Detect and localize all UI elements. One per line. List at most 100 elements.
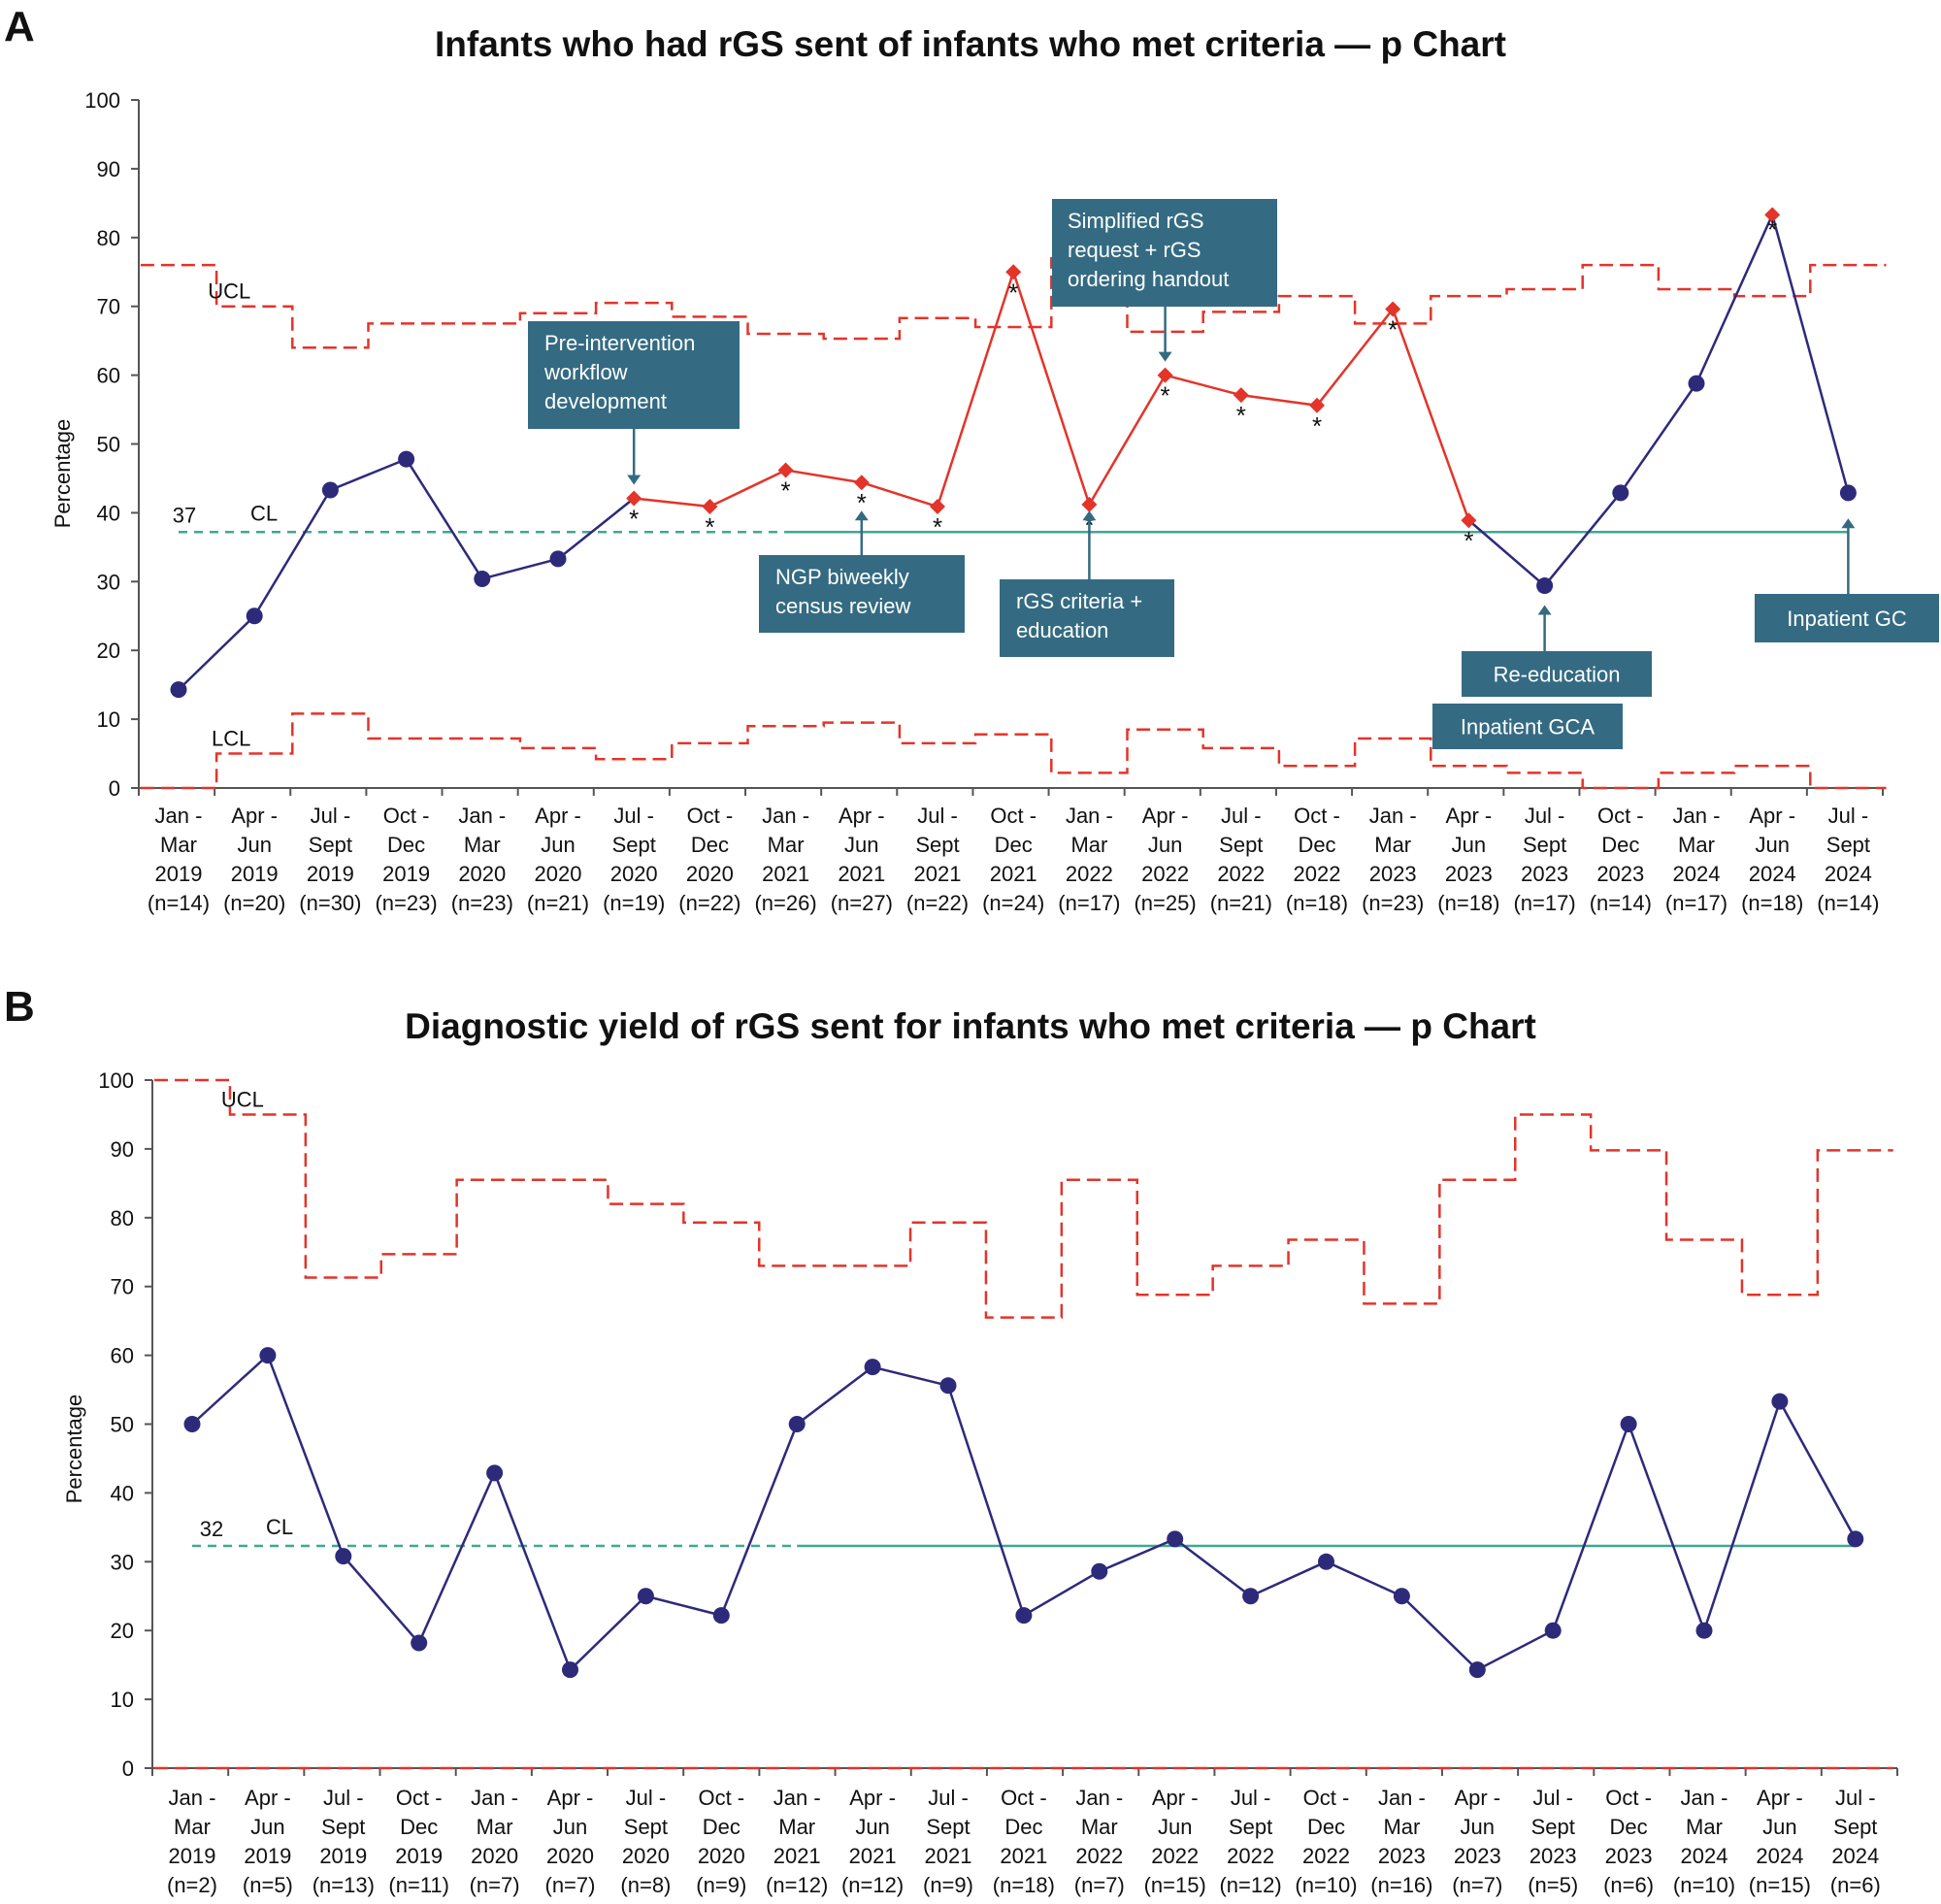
chart-b-x-tick-label: 2023 — [1454, 1844, 1501, 1868]
annotation-pre-intervention-text: workflow — [543, 360, 628, 384]
annotation-simplified-rgs-box — [1052, 199, 1277, 307]
annotation-pre-intervention-arrowhead — [627, 475, 642, 485]
chart-a-x-tick-label: (n=17) — [1665, 891, 1727, 915]
chart-a-x-tick-label: Jun — [1452, 833, 1486, 857]
annotation-simplified-rgs-text: request + rGS — [1068, 238, 1201, 262]
chart-a-data-point-signal — [626, 490, 642, 507]
chart-a-x-tick-label: Jan - — [762, 804, 809, 828]
chart-a-series-segment — [1770, 214, 1850, 494]
chart-a-series-segment — [861, 481, 938, 509]
chart-b-x-tick-label: (n=12) — [841, 1873, 904, 1897]
chart-b-series-segment — [1476, 1629, 1554, 1671]
chart-a-x-tick-label: (n=14) — [1590, 891, 1652, 915]
chart-b-x-tick-label: Jan - — [169, 1786, 216, 1810]
chart-a-x-tick-label: (n=21) — [527, 891, 589, 915]
chart-b-series-segment — [720, 1424, 799, 1617]
chart-a-data-point-signal — [1081, 496, 1098, 512]
chart-b-data-point — [864, 1359, 881, 1376]
chart-a-y-tick-label: 0 — [109, 776, 120, 801]
chart-b-x-tick-label: Apr - — [1454, 1786, 1500, 1810]
chart-a-x-tick-label: Jul - — [1221, 804, 1262, 828]
chart-a-plot: 0 10 20 30 40 50 60 70 80 90 100 Jan - Mar 2019 (n=14)… — [84, 88, 1939, 915]
chart-a-x-tick-label: 2021 — [914, 862, 962, 886]
chart-a-lcl-line — [140, 712, 1887, 790]
chart-a-x-tick-label: Apr - — [1446, 804, 1493, 828]
chart-b-data-point — [788, 1416, 806, 1432]
chart-b-x-tick-label: Dec — [1610, 1815, 1648, 1839]
chart-b-y-tick-label: 10 — [111, 1688, 134, 1712]
chart-b-y-tick-label: 80 — [111, 1206, 134, 1231]
chart-a-x-tick-label: 2022 — [1141, 862, 1189, 886]
chart-a-x-tick-label: Oct - — [383, 804, 430, 828]
chart-a-x-tick-label: Sept — [1219, 833, 1263, 857]
chart-b-ucl-label: UCL — [221, 1087, 264, 1111]
chart-b-data-point — [1468, 1661, 1486, 1679]
chart-a-ucl-line — [140, 256, 1887, 349]
chart-b-x-tick-label: Jan - — [1378, 1786, 1426, 1810]
chart-a-series-segment — [481, 557, 559, 580]
chart-a-x-tick-label: Jan - — [1673, 804, 1721, 828]
chart-b-x-tick-label: Jul - — [1532, 1786, 1573, 1810]
chart-a-signal-star: * — [1312, 411, 1322, 441]
chart-a-x-tick-label: (n=14) — [148, 891, 210, 915]
chart-a-data-point — [1612, 484, 1629, 502]
annotation-simplified-rgs-arrowhead — [1158, 351, 1172, 362]
chart-b-series-segment — [946, 1385, 1026, 1616]
chart-a-signal-star: * — [1161, 381, 1170, 410]
chart-a-x-tick-label: Jan - — [155, 804, 203, 828]
chart-b-x-tick-label: Oct - — [396, 1786, 443, 1810]
chart-b-x-tick-label: (n=9) — [696, 1873, 746, 1897]
chart-b-x-tick-label: 2022 — [1227, 1844, 1274, 1868]
chart-a-x-tick-label: 2019 — [231, 862, 279, 886]
chart-a-x-tick-label: (n=23) — [1362, 891, 1424, 915]
chart-a-x-tick-label: (n=19) — [603, 891, 665, 915]
chart-b-x-tick-label: Mar — [1686, 1815, 1723, 1839]
chart-a-x-tick-label: Dec — [995, 833, 1033, 857]
chart-a-x-tick-label: (n=18) — [1286, 891, 1348, 915]
chart-b-y-tick-label: 20 — [111, 1619, 134, 1643]
chart-b-x-tick-label: Jan - — [773, 1786, 821, 1810]
chart-b-data-point — [562, 1661, 578, 1679]
chart-a-x-tick-label: Mar — [1678, 833, 1715, 857]
chart-b-x-tick-label: (n=12) — [1219, 1873, 1281, 1897]
chart-b-x-tick-label: Oct - — [1303, 1786, 1350, 1810]
chart-a-x-tick-label: (n=22) — [906, 891, 969, 915]
chart-a-title: Infants who had rGS sent of infants who … — [435, 24, 1506, 64]
chart-a-series-segment — [1392, 309, 1470, 521]
chart-b-series-segment — [266, 1355, 345, 1558]
panel-letter-a: A — [4, 3, 35, 50]
annotation-pre-intervention-box — [528, 321, 740, 429]
chart-a-data-point — [398, 450, 415, 468]
chart-a-y-tick-label: 80 — [97, 226, 120, 250]
chart-a-series-segment — [1543, 492, 1622, 587]
chart-b-plot: 0 10 20 30 40 50 60 70 80 90 100 Jan - Mar 2019 (n=2) A… — [98, 1068, 1898, 1897]
chart-a-y-tick-label: 20 — [97, 639, 120, 663]
chart-b-x-tick-label: 2020 — [546, 1844, 594, 1868]
chart-a-x-tick-label: (n=21) — [1210, 891, 1272, 915]
chart-b-x-tick-label: (n=7) — [545, 1873, 596, 1897]
chart-a-x-tick-label: 2024 — [1749, 862, 1796, 886]
chart-a-series-segment — [1012, 271, 1091, 506]
chart-a-x-tick-label: Mar — [768, 833, 805, 857]
chart-a-signal-star: * — [857, 488, 867, 517]
chart-a-x-tick-label: Apr - — [535, 804, 581, 828]
chart-b-series-segment — [872, 1365, 949, 1388]
chart-b-series-segment — [1099, 1537, 1176, 1573]
chart-a-x-tick-label: Oct - — [1294, 804, 1340, 828]
annotation-inpatient-gc-arrowhead — [1841, 518, 1856, 529]
chart-a-data-point-signal — [1309, 397, 1325, 413]
chart-b-x-tick-label: (n=11) — [388, 1873, 449, 1897]
chart-a-x-tick-label: Jul - — [1828, 804, 1869, 828]
chart-b-x-tick-label: Jun — [1461, 1815, 1495, 1839]
chart-a-cl-value-label: 37 — [173, 503, 196, 527]
chart-b-data-point — [335, 1548, 352, 1565]
chart-a-y-axis-label: Percentage — [50, 419, 75, 529]
chart-a-signal-star: * — [1464, 526, 1473, 555]
chart-b-x-tick-label: 2021 — [925, 1844, 972, 1868]
chart-b-series-segment — [1627, 1424, 1706, 1631]
chart-a-y-tick-label: 40 — [97, 501, 120, 525]
chart-b-x-tick-label: 2024 — [1681, 1844, 1728, 1868]
chart-b-x-tick-label: (n=5) — [1528, 1873, 1578, 1897]
chart-b-x-tick-label: Mar — [477, 1815, 513, 1839]
